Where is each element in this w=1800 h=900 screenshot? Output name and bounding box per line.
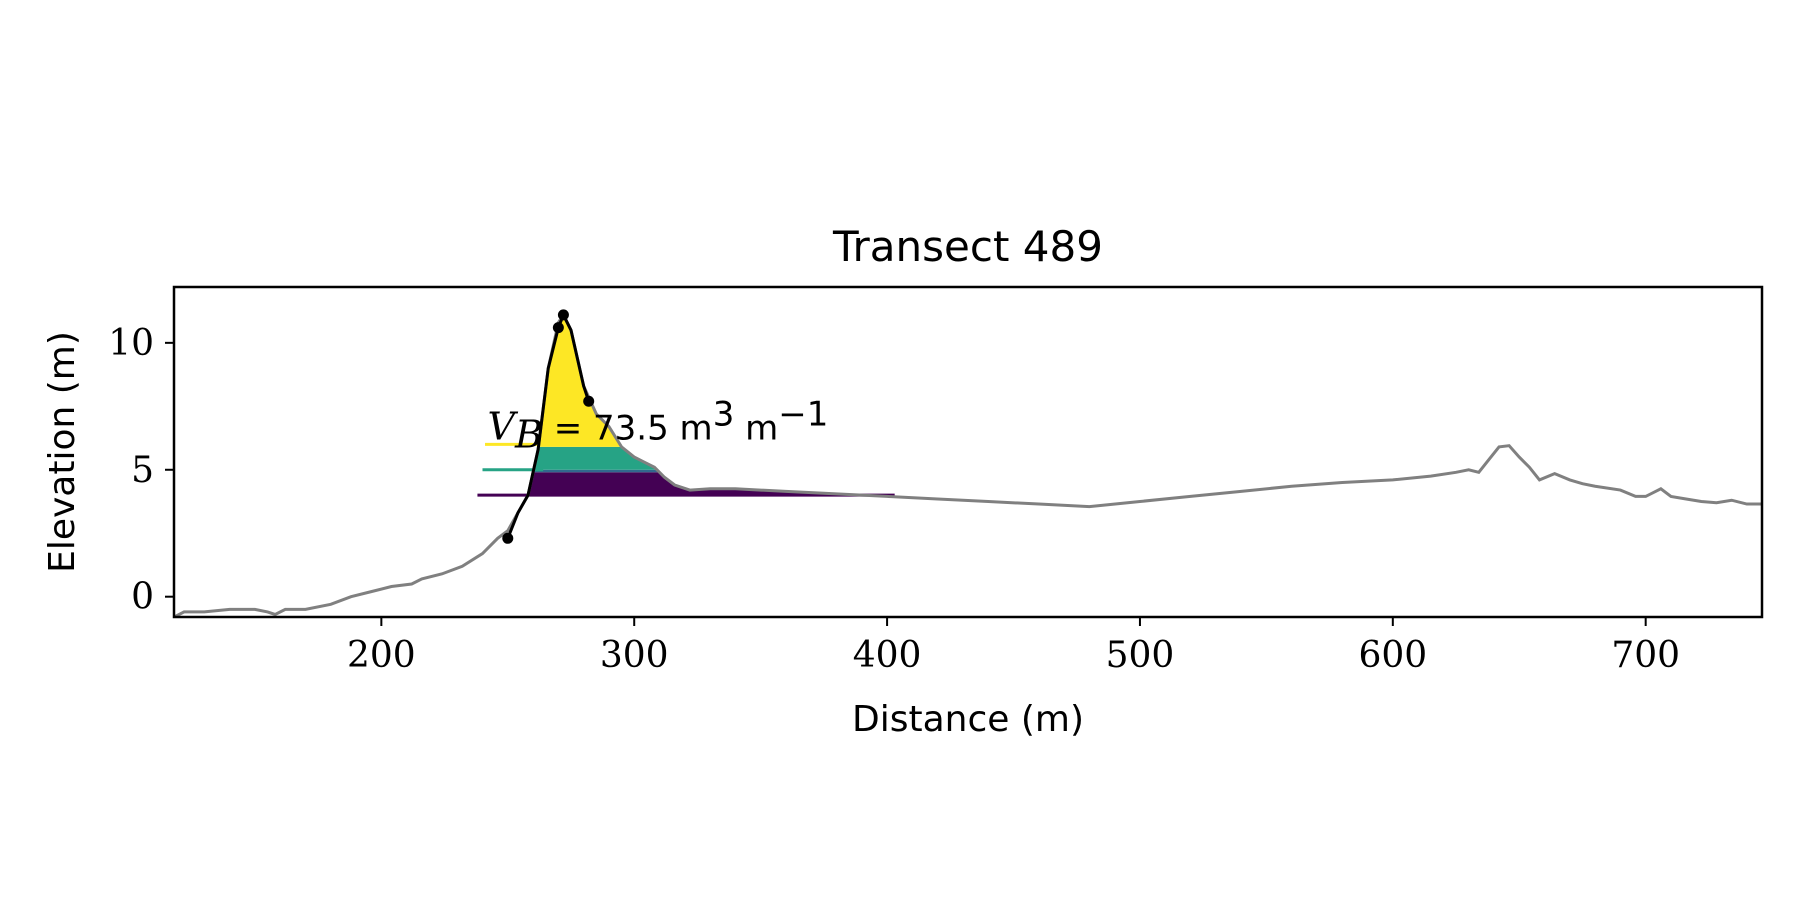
x-tick-label: 700	[1611, 635, 1680, 676]
key-point-3	[557, 309, 569, 321]
volume-bands	[522, 314, 862, 496]
elevation-profile-line	[174, 311, 1762, 617]
volume-band-4	[535, 314, 622, 447]
annotation-unit-exp: −1	[778, 394, 828, 434]
volume-band-3	[530, 446, 657, 470]
x-tick-label: 200	[347, 635, 416, 676]
annotation-subscript: B	[514, 412, 543, 456]
chart-title: Transect 489	[832, 222, 1103, 271]
x-tick-label: 400	[853, 635, 922, 676]
annotation-space	[734, 408, 745, 448]
dune-profile-line	[506, 311, 591, 539]
x-axis-label: Distance (m)	[852, 699, 1084, 740]
plot-area	[174, 309, 1762, 617]
annotation-unit: m	[745, 408, 778, 448]
volume-band-2	[528, 469, 660, 473]
volume-band-1	[522, 472, 862, 496]
annotation-text: 73.5 m	[593, 408, 713, 448]
annotation-value: =	[543, 408, 593, 448]
y-axis-ticks: 0 5 10	[108, 323, 174, 618]
x-tick-label: 300	[600, 635, 669, 676]
x-axis-ticks: 200 300 400 500 600 700	[347, 617, 1680, 676]
y-tick-label: 10	[108, 323, 154, 364]
annotation-exp: 3	[713, 394, 735, 434]
x-tick-label: 600	[1358, 635, 1427, 676]
y-tick-label: 0	[131, 577, 154, 618]
key-point-1	[502, 532, 514, 544]
annotation-symbol: V	[488, 404, 519, 448]
y-tick-label: 5	[131, 450, 154, 491]
key-point-2	[552, 322, 564, 334]
volume-annotation: VB = 73.5 m3 m−1	[488, 394, 829, 456]
key-point-4	[583, 395, 595, 407]
key-points	[502, 309, 595, 544]
x-tick-label: 500	[1106, 635, 1175, 676]
y-axis-label: Elevation (m)	[42, 331, 83, 573]
plot-frame	[172, 285, 1764, 619]
